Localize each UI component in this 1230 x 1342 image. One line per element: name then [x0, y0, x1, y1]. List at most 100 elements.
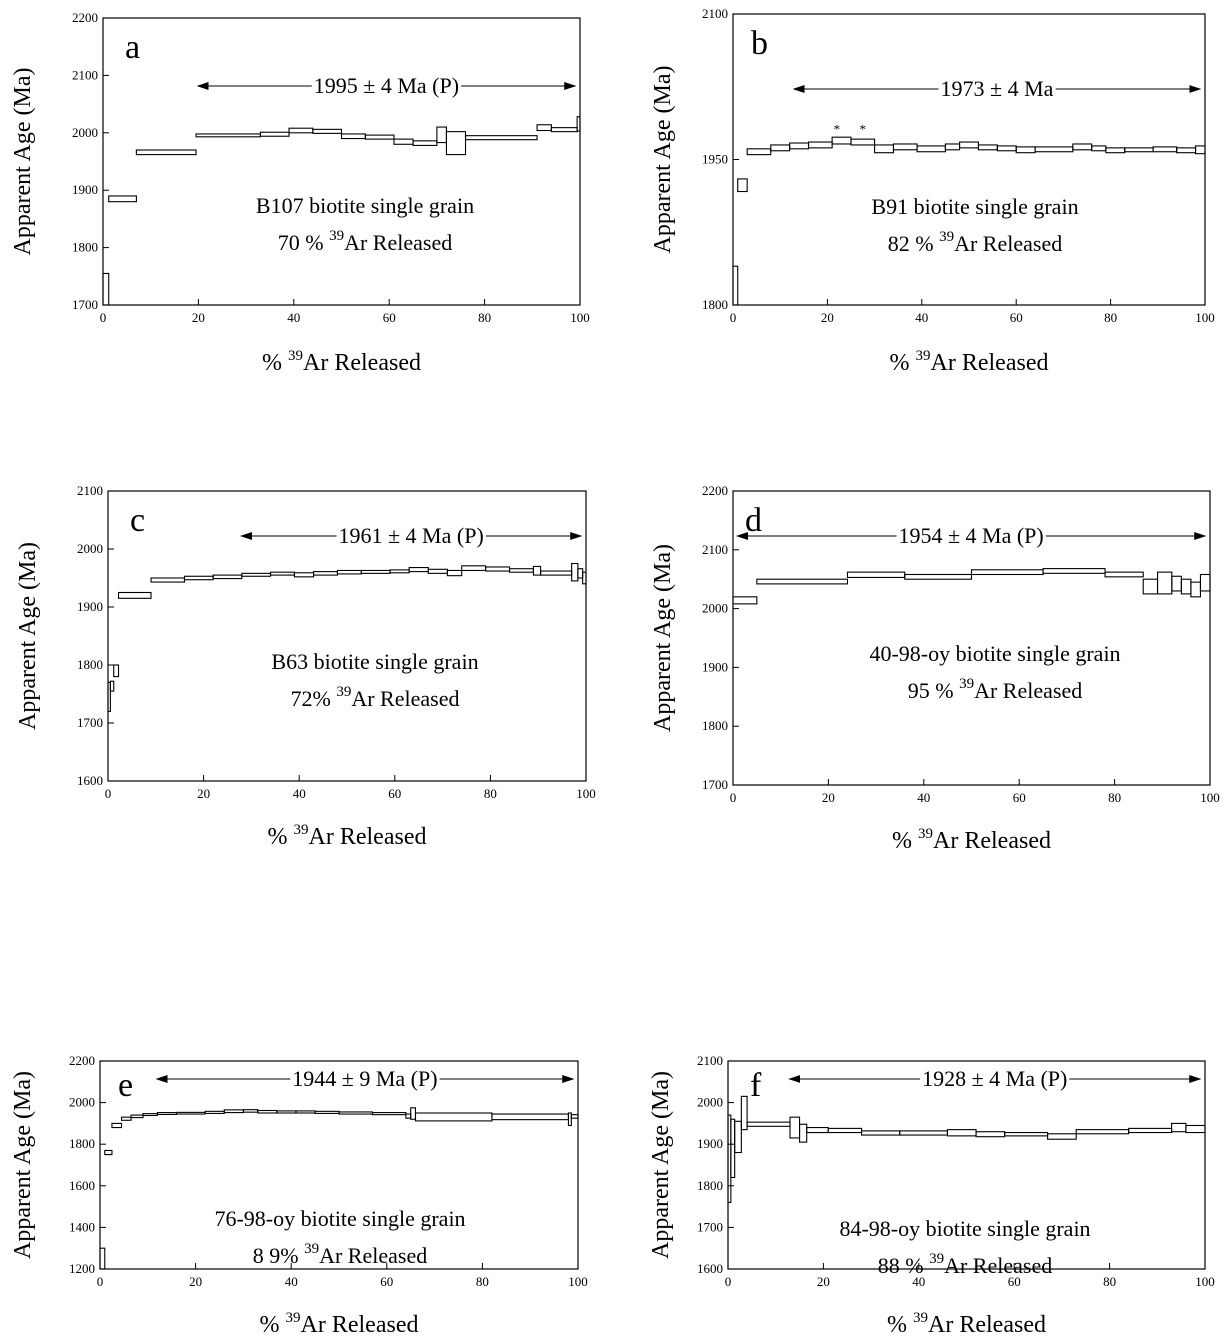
step-box	[1180, 578, 1192, 595]
y-tick-label: 1600	[69, 1178, 95, 1193]
step-box	[959, 141, 979, 149]
y-tick-label: 2000	[702, 601, 728, 616]
panel-letter: c	[130, 502, 145, 539]
panel-letter: b	[751, 25, 768, 62]
y-tick-label: 2200	[702, 483, 728, 498]
y-axis-title: Apparent Age (Ma)	[15, 542, 41, 730]
y-axis-title: Apparent Age (Ma)	[10, 68, 36, 256]
step-box	[827, 1127, 863, 1134]
x-axis-title-suffix: Ar Released	[309, 824, 427, 850]
panel-letter: f	[750, 1067, 762, 1104]
step-box	[485, 566, 511, 572]
released-percent: 72%	[291, 686, 337, 711]
x-axis-title-prefix: %	[262, 350, 288, 376]
sample-label: B107 biotite single grain	[256, 193, 474, 218]
step-box	[1124, 147, 1154, 153]
step-box	[1195, 145, 1206, 155]
plateau-label-background	[938, 76, 1056, 101]
x-tick-label: 0	[730, 310, 737, 325]
x-tick-label: 20	[822, 790, 835, 805]
step-box	[1015, 146, 1036, 154]
x-tick-label: 100	[568, 1274, 588, 1289]
x-tick-label: 100	[1200, 790, 1220, 805]
sample-label: 84-98-oy biotite single grain	[839, 1216, 1090, 1241]
x-tick-label: 0	[730, 790, 737, 805]
y-tick-label: 2000	[72, 125, 98, 140]
step-box	[242, 1109, 259, 1113]
step-box	[223, 1109, 244, 1114]
y-tick-label: 2100	[697, 1053, 723, 1068]
step-box	[1075, 1129, 1130, 1135]
y-tick-label: 1900	[702, 659, 728, 674]
y-tick-label: 2000	[69, 1095, 95, 1110]
released-percent: 8 9%	[253, 1243, 304, 1268]
x-tick-label: 0	[725, 1274, 732, 1289]
x-tick-label: 100	[1195, 1274, 1215, 1289]
step-box	[1091, 145, 1107, 152]
x-tick-label: 20	[192, 310, 205, 325]
x-axis-title-isotope: 39	[288, 348, 303, 364]
step-box	[756, 578, 849, 585]
x-tick-label: 60	[1008, 1274, 1021, 1289]
step-box	[109, 680, 115, 692]
step-box	[1105, 147, 1126, 154]
step-box	[737, 178, 748, 193]
panel-f: 1600 1700 1800 1900 2000 2100 0 20 40 60 80 100 Appa…	[648, 1053, 1215, 1338]
step-box	[576, 116, 581, 132]
x-tick-label: 0	[97, 1274, 104, 1289]
y-tick-label: 1800	[69, 1136, 95, 1151]
y-axis-title: Apparent Age (Ma)	[648, 1071, 674, 1259]
step-box	[336, 569, 362, 575]
plateau-label-background	[311, 73, 462, 98]
step-box	[338, 1111, 374, 1115]
step-box	[464, 135, 538, 141]
step-box	[970, 569, 1044, 576]
y-tick-label: 2200	[69, 1053, 95, 1068]
step-box	[850, 138, 876, 146]
panel-letter: d	[745, 502, 762, 539]
step-box	[269, 571, 295, 576]
step-box	[831, 136, 852, 145]
step-box	[732, 265, 739, 306]
released-percent: 70 %	[278, 230, 329, 255]
step-box	[977, 144, 998, 151]
panel-letter: e	[118, 1067, 133, 1104]
plateau-age-label: 1954 ± 4 Ma (P)	[898, 523, 1043, 548]
released-isotope: 39	[939, 229, 954, 245]
sample-label: B63 biotite single grain	[271, 649, 478, 674]
x-axis-title-isotope: 39	[286, 1310, 301, 1326]
step-box	[508, 568, 534, 573]
step-box	[1176, 147, 1197, 154]
step-box	[532, 565, 542, 576]
y-tick-label: 1950	[702, 152, 728, 167]
step-box	[1128, 1127, 1173, 1134]
released-label: 82 % 39Ar Released	[888, 229, 1062, 256]
step-box	[312, 571, 338, 576]
released-isotope: 39	[329, 228, 344, 244]
x-tick-label: 80	[1104, 310, 1117, 325]
released-suffix: Ar Released	[974, 678, 1082, 703]
step-box	[1047, 1133, 1077, 1140]
step-box	[389, 569, 410, 574]
step-box	[364, 134, 395, 140]
step-box	[732, 596, 758, 605]
x-tick-label: 80	[1103, 1274, 1116, 1289]
y-tick-label: 1700	[697, 1219, 723, 1234]
step-box	[807, 141, 833, 149]
step-box	[142, 1113, 158, 1117]
step-box	[360, 569, 391, 574]
step-box	[996, 145, 1017, 152]
step-box	[371, 1112, 407, 1116]
step-box	[536, 124, 552, 132]
y-tick-label: 1400	[69, 1219, 95, 1234]
step-box	[582, 571, 587, 585]
y-tick-label: 2000	[697, 1095, 723, 1110]
step-box	[1190, 581, 1202, 598]
step-box	[734, 1120, 742, 1154]
plateau-label-background	[920, 1066, 1070, 1091]
step-box	[1004, 1132, 1049, 1137]
panel-b: 1800 1950 2100 0 20 40 60 80 100 Apparent Age (Ma…	[650, 6, 1215, 376]
x-axis-title: % 39Ar Released	[268, 822, 427, 850]
plateau-age-label: 1995 ± 4 Ma (P)	[314, 73, 459, 98]
step-box	[916, 145, 946, 153]
